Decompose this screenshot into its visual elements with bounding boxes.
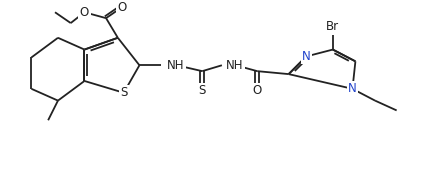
Text: O: O xyxy=(117,1,126,14)
Text: S: S xyxy=(199,84,206,97)
Text: NH: NH xyxy=(167,59,184,72)
Text: O: O xyxy=(252,84,262,97)
Text: Br: Br xyxy=(326,21,339,33)
Text: S: S xyxy=(120,86,127,99)
Text: NH: NH xyxy=(226,59,243,72)
Text: O: O xyxy=(80,6,89,19)
Text: N: N xyxy=(348,82,357,95)
Text: N: N xyxy=(302,50,311,63)
